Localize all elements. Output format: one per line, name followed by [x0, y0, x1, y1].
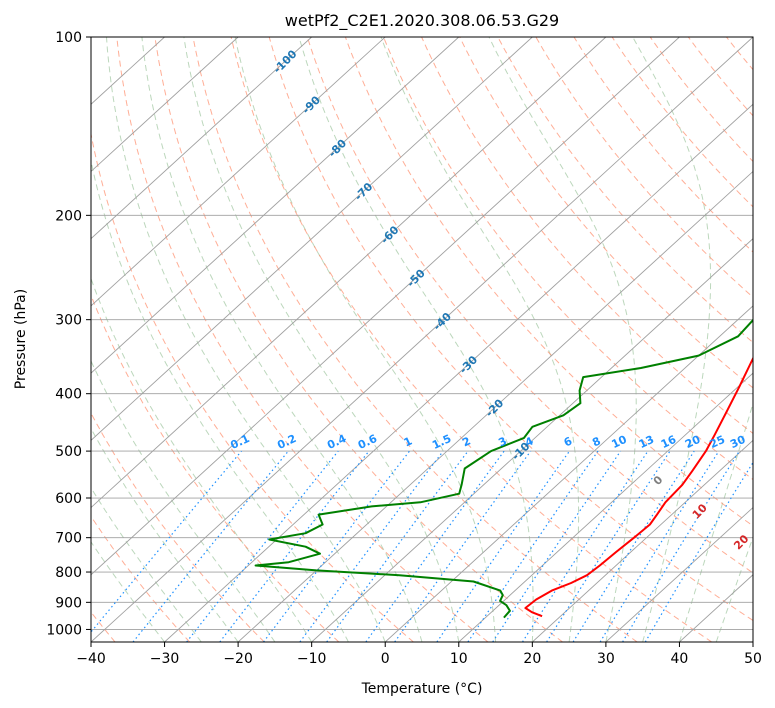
isotherm-line: [91, 37, 753, 642]
x-tick-label: 20: [523, 651, 541, 667]
dry-adiabat-line: [192, 37, 638, 642]
moist-adiabat-line: [91, 427, 239, 642]
moist-adiabat-line: [91, 158, 349, 642]
isotherm-line: [605, 506, 753, 642]
isotherm-line: [91, 37, 386, 307]
moist-adiabat-line: [632, 37, 712, 642]
plot-area: [91, 37, 753, 642]
dry-adiabat-line: [91, 515, 191, 642]
mixing-ratio-label: 30: [728, 433, 748, 451]
y-tick-label: 700: [55, 531, 82, 547]
moist-adiabat-line: [91, 540, 165, 642]
isotherm-line: [91, 37, 533, 441]
y-axis-title: Pressure (hPa): [13, 289, 29, 389]
temperature-profile-line: [524, 356, 753, 618]
isotherm-line: [532, 439, 753, 642]
isotherm-line: [384, 305, 753, 642]
y-tick-label: 300: [55, 313, 82, 329]
y-tick-label: 900: [55, 595, 82, 611]
mixing-ratio-label: 25: [708, 433, 727, 451]
dry-adiabat-line: [268, 37, 753, 622]
isotherm-line: [91, 37, 607, 509]
mixing-ratio-line: [622, 450, 740, 642]
chart-title: wetPf2_C2E1.2020.308.06.53.G29: [285, 11, 559, 31]
x-tick-label: −10: [297, 651, 327, 667]
x-tick-label: −30: [150, 651, 180, 667]
mixing-ratio-line: [599, 450, 720, 642]
x-tick-label: 40: [671, 651, 689, 667]
x-tick-label: 10: [450, 651, 468, 667]
moist-adiabat-line: [234, 37, 497, 642]
dewpoint-profile-line: [254, 318, 753, 619]
dry-adiabat-line: [91, 412, 265, 642]
moist-adiabat-line: [91, 359, 276, 642]
moist-adiabat-line: [715, 535, 753, 642]
mixing-ratio-line: [436, 450, 570, 642]
y-tick-label: 100: [55, 30, 82, 46]
moist-adiabat-line: [183, 37, 460, 642]
y-tick-label: 600: [55, 491, 82, 507]
dry-adiabat-line: [116, 37, 489, 642]
moist-adiabat-line: [678, 401, 753, 642]
mixing-ratio-label: 10: [609, 433, 629, 451]
profile-series: [254, 318, 753, 619]
moist-adiabat-line: [91, 486, 202, 642]
isotherm-line: [458, 372, 753, 642]
x-axis: −40 −30 −20 −10 0 10 20 30 40 50: [76, 642, 762, 667]
mixing-ratio-line: [521, 450, 649, 642]
isotherm-line: [91, 37, 239, 173]
moist-adiabat-line: [298, 37, 534, 642]
y-tick-label: 200: [55, 208, 82, 224]
adiabat-label: 30: [773, 563, 775, 583]
y-tick-label: 800: [55, 565, 82, 581]
mixing-ratio-line: [492, 450, 622, 642]
moist-adiabat-line: [141, 37, 423, 642]
dry-adiabat-line: [306, 37, 753, 574]
mixing-ratio-line: [186, 450, 339, 642]
plot-frame: [90, 36, 754, 643]
mixing-ratio-line: [394, 450, 532, 642]
y-tick-label: 1000: [46, 622, 82, 638]
mixing-ratio-line: [546, 450, 671, 642]
dry-adiabat-line: [535, 37, 753, 298]
y-tick-label: 400: [55, 387, 82, 403]
dry-adiabat-line: [154, 37, 563, 642]
isotherm-line: [311, 238, 753, 642]
x-tick-label: −20: [223, 651, 253, 667]
x-tick-label: 50: [744, 651, 762, 667]
isotherm-line: [237, 170, 753, 642]
x-axis-title: Temperature (°C): [361, 681, 483, 697]
isotherms: [91, 37, 753, 642]
x-tick-label: 30: [597, 651, 615, 667]
dry-adiabat-line: [91, 131, 414, 642]
mixing-ratio-line: [263, 450, 410, 642]
dry-adiabats: [91, 37, 753, 642]
isotherm-line: [91, 37, 312, 240]
mixing-ratio-line: [132, 450, 289, 642]
mixing-ratio-line: [644, 461, 753, 642]
mixing-ratio-line: [572, 450, 695, 642]
isotherm-line: [91, 37, 460, 374]
mixing-ratio-lines: [91, 450, 753, 642]
moist-adiabat-line: [106, 37, 386, 642]
moist-adiabat-line: [380, 37, 580, 642]
isotherm-line: [91, 37, 680, 576]
dry-adiabat-line: [91, 293, 340, 642]
mixing-ratio-line: [467, 450, 599, 642]
y-axis: 100 200 300 400 500 600 700 800 900 1000: [46, 30, 91, 638]
x-tick-label: −40: [76, 651, 106, 667]
mixing-ratio-label: 13: [637, 433, 656, 451]
mixing-ratio-label: 20: [683, 433, 703, 451]
y-tick-label: 500: [55, 444, 82, 460]
moist-adiabat-line: [488, 37, 637, 642]
x-tick-label: 0: [381, 651, 390, 667]
mixing-ratio-label: 16: [659, 433, 679, 451]
